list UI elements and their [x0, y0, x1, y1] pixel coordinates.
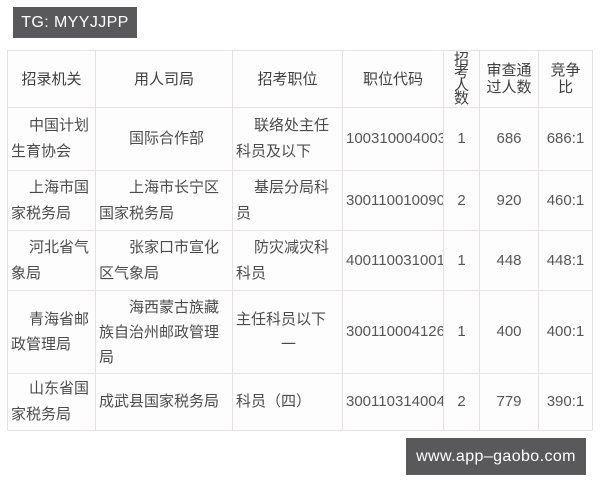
watermark-url-text: www.app–gaobo.com: [416, 447, 576, 465]
cell-approved-count: 686: [479, 107, 539, 171]
cell-position: 联络处主任 科员及以下: [232, 107, 343, 171]
watermark-bottom-right: www.app–gaobo.com: [406, 438, 586, 475]
cell-position: 主任科员以下 一: [232, 290, 343, 374]
cell-department: 成武县国家税务局: [95, 373, 233, 431]
cell-approved-count: 400: [479, 290, 539, 374]
cell-recruiting-agency: 河北省气 象局: [7, 230, 96, 291]
cell-recruit-count: 1: [443, 230, 480, 291]
watermark-top-text: TG: MYYJJPP: [21, 13, 129, 31]
col-header-approved-count: 审查通 过人数: [479, 50, 539, 108]
cell-department: 国际合作部: [95, 107, 233, 171]
cell-recruiting-agency: 上海市国 家税务局: [7, 170, 96, 231]
cell-competition-ratio: 460:1: [538, 170, 593, 231]
col-header-recruit-count: 招 考 人 数: [443, 50, 480, 108]
cell-recruit-count: 2: [443, 373, 480, 431]
cell-recruiting-agency: 山东省国 家税务局: [7, 373, 96, 431]
cell-position-code: 400110031001: [342, 230, 444, 291]
cell-position: 科员（四）: [232, 373, 343, 431]
cell-recruiting-agency: 青海省邮 政管理局: [7, 290, 96, 374]
cell-position-code: 300110010090: [342, 170, 444, 231]
col-header-position: 招考职位: [232, 50, 343, 108]
cell-position-code: 300110314004: [342, 373, 444, 431]
cell-competition-ratio: 448:1: [538, 230, 593, 291]
col-header-recruiting-agency: 招录机关: [7, 50, 96, 108]
cell-recruiting-agency: 中国计划 生育协会: [7, 107, 96, 171]
cell-position-code: 100310004003: [342, 107, 444, 171]
cell-competition-ratio: 390:1: [538, 373, 593, 431]
cell-approved-count: 779: [479, 373, 539, 431]
positions-table: 招录机关 用人司局 招考职位 职位代码 招 考 人 数 审查通 过人数 竞争 比…: [7, 50, 593, 431]
table-row: 青海省邮 政管理局 海西蒙古族藏 族自治州邮政管理 局 主任科员以下 一 300…: [7, 290, 593, 374]
table-row: 上海市国 家税务局 上海市长宁区 国家税务局 基层分局科 员 300110010…: [7, 170, 593, 231]
cell-position-code: 300110004126: [342, 290, 444, 374]
watermark-top-left: TG: MYYJJPP: [13, 7, 137, 38]
col-header-position-code: 职位代码: [342, 50, 444, 108]
cell-department: 张家口市宣化 区气象局: [95, 230, 233, 291]
col-header-department: 用人司局: [95, 50, 233, 108]
cell-competition-ratio: 686:1: [538, 107, 593, 171]
header-row: 招录机关 用人司局 招考职位 职位代码 招 考 人 数 审查通 过人数 竞争 比: [7, 50, 593, 108]
cell-recruit-count: 1: [443, 290, 480, 374]
cell-approved-count: 920: [479, 170, 539, 231]
table-row: 山东省国 家税务局 成武县国家税务局 科员（四） 300110314004 2 …: [7, 373, 593, 431]
cell-recruit-count: 2: [443, 170, 480, 231]
cell-competition-ratio: 400:1: [538, 290, 593, 374]
cell-position: 防灾减灾科 科员: [232, 230, 343, 291]
col-header-competition-ratio: 竞争 比: [538, 50, 593, 108]
cell-position: 基层分局科 员: [232, 170, 343, 231]
cell-recruit-count: 1: [443, 107, 480, 171]
cell-department: 海西蒙古族藏 族自治州邮政管理 局: [95, 290, 233, 374]
table-row: 河北省气 象局 张家口市宣化 区气象局 防灾减灾科 科员 40011003100…: [7, 230, 593, 291]
table-row: 中国计划 生育协会 国际合作部 联络处主任 科员及以下 100310004003…: [7, 107, 593, 171]
cell-department: 上海市长宁区 国家税务局: [95, 170, 233, 231]
cell-approved-count: 448: [479, 230, 539, 291]
